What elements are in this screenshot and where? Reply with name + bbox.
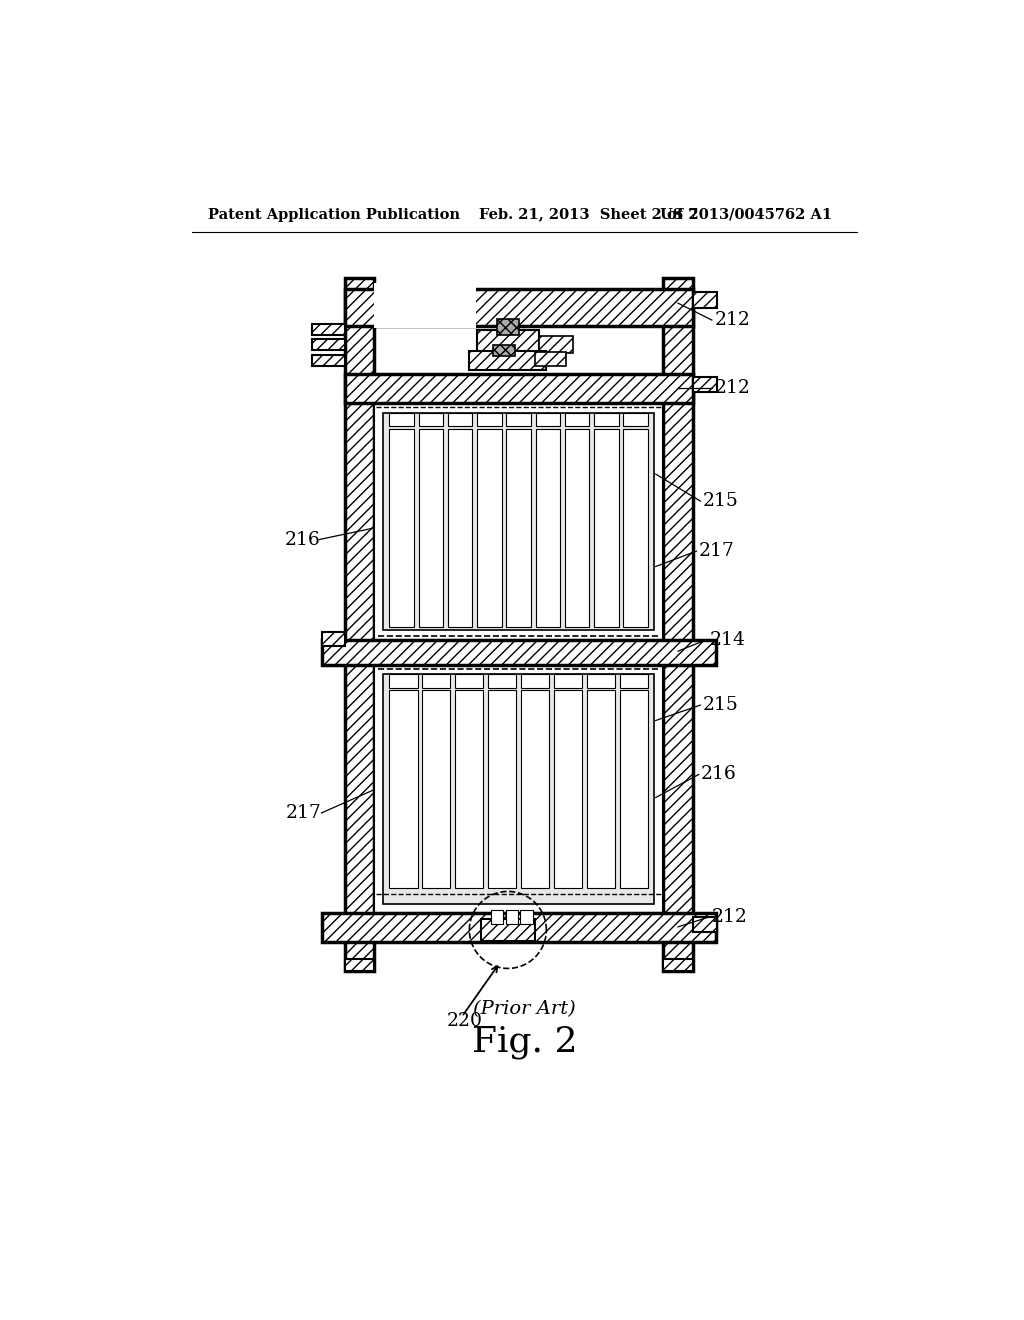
- Bar: [477, 330, 539, 354]
- Bar: [624, 429, 648, 627]
- Text: 216: 216: [700, 766, 736, 783]
- Bar: [345, 289, 692, 326]
- Bar: [620, 675, 648, 688]
- Bar: [455, 675, 483, 688]
- Bar: [469, 351, 547, 370]
- Text: 212: 212: [714, 379, 751, 397]
- Bar: [419, 429, 443, 627]
- Bar: [536, 413, 560, 426]
- Bar: [322, 632, 345, 645]
- Text: 220: 220: [446, 1012, 482, 1030]
- Text: 217: 217: [698, 543, 734, 560]
- Text: 215: 215: [702, 492, 738, 510]
- Bar: [620, 690, 648, 888]
- Bar: [539, 337, 573, 354]
- Bar: [419, 413, 443, 426]
- Bar: [494, 345, 515, 356]
- Bar: [692, 917, 717, 932]
- Bar: [521, 675, 549, 688]
- Bar: [422, 675, 451, 688]
- Bar: [506, 429, 531, 627]
- Bar: [554, 675, 583, 688]
- Bar: [389, 413, 414, 426]
- Bar: [481, 919, 535, 941]
- Bar: [389, 429, 414, 627]
- Bar: [497, 319, 518, 335]
- Bar: [594, 429, 618, 627]
- Bar: [422, 690, 451, 888]
- Text: 214: 214: [710, 631, 745, 648]
- Bar: [447, 413, 472, 426]
- Bar: [389, 675, 418, 688]
- Bar: [521, 690, 549, 888]
- Bar: [345, 960, 374, 970]
- Bar: [565, 413, 590, 426]
- Text: 216: 216: [285, 531, 321, 549]
- Text: 212: 212: [712, 908, 748, 925]
- Bar: [594, 413, 618, 426]
- Bar: [447, 429, 472, 627]
- Bar: [389, 690, 418, 888]
- Text: 212: 212: [714, 312, 751, 329]
- Text: (Prior Art): (Prior Art): [473, 1001, 577, 1018]
- Bar: [488, 690, 516, 888]
- Bar: [322, 640, 716, 665]
- Text: US 2013/0045762 A1: US 2013/0045762 A1: [660, 207, 833, 222]
- Text: Feb. 21, 2013  Sheet 2 of 7: Feb. 21, 2013 Sheet 2 of 7: [478, 207, 698, 222]
- Bar: [312, 323, 345, 335]
- Text: 215: 215: [702, 696, 738, 714]
- Bar: [692, 378, 717, 392]
- Bar: [554, 690, 583, 888]
- Bar: [692, 293, 717, 308]
- Bar: [383, 413, 654, 631]
- Text: Fig. 2: Fig. 2: [472, 1026, 578, 1060]
- Bar: [664, 277, 692, 970]
- Bar: [506, 413, 531, 426]
- Bar: [345, 277, 374, 970]
- Bar: [345, 374, 692, 404]
- Bar: [490, 909, 503, 924]
- Bar: [624, 413, 648, 426]
- Text: Patent Application Publication: Patent Application Publication: [208, 207, 460, 222]
- Text: 217: 217: [286, 804, 322, 822]
- Bar: [477, 429, 502, 627]
- Bar: [520, 909, 532, 924]
- Bar: [536, 429, 560, 627]
- Bar: [374, 284, 475, 327]
- Bar: [587, 690, 615, 888]
- Bar: [455, 690, 483, 888]
- Bar: [477, 413, 502, 426]
- Bar: [374, 404, 664, 640]
- Bar: [488, 675, 516, 688]
- Bar: [664, 960, 692, 970]
- Bar: [535, 352, 565, 367]
- Bar: [565, 429, 590, 627]
- Bar: [312, 355, 345, 366]
- Bar: [322, 913, 716, 942]
- Bar: [587, 675, 615, 688]
- Bar: [383, 675, 654, 904]
- Bar: [374, 665, 664, 913]
- Bar: [506, 909, 518, 924]
- Bar: [312, 339, 345, 350]
